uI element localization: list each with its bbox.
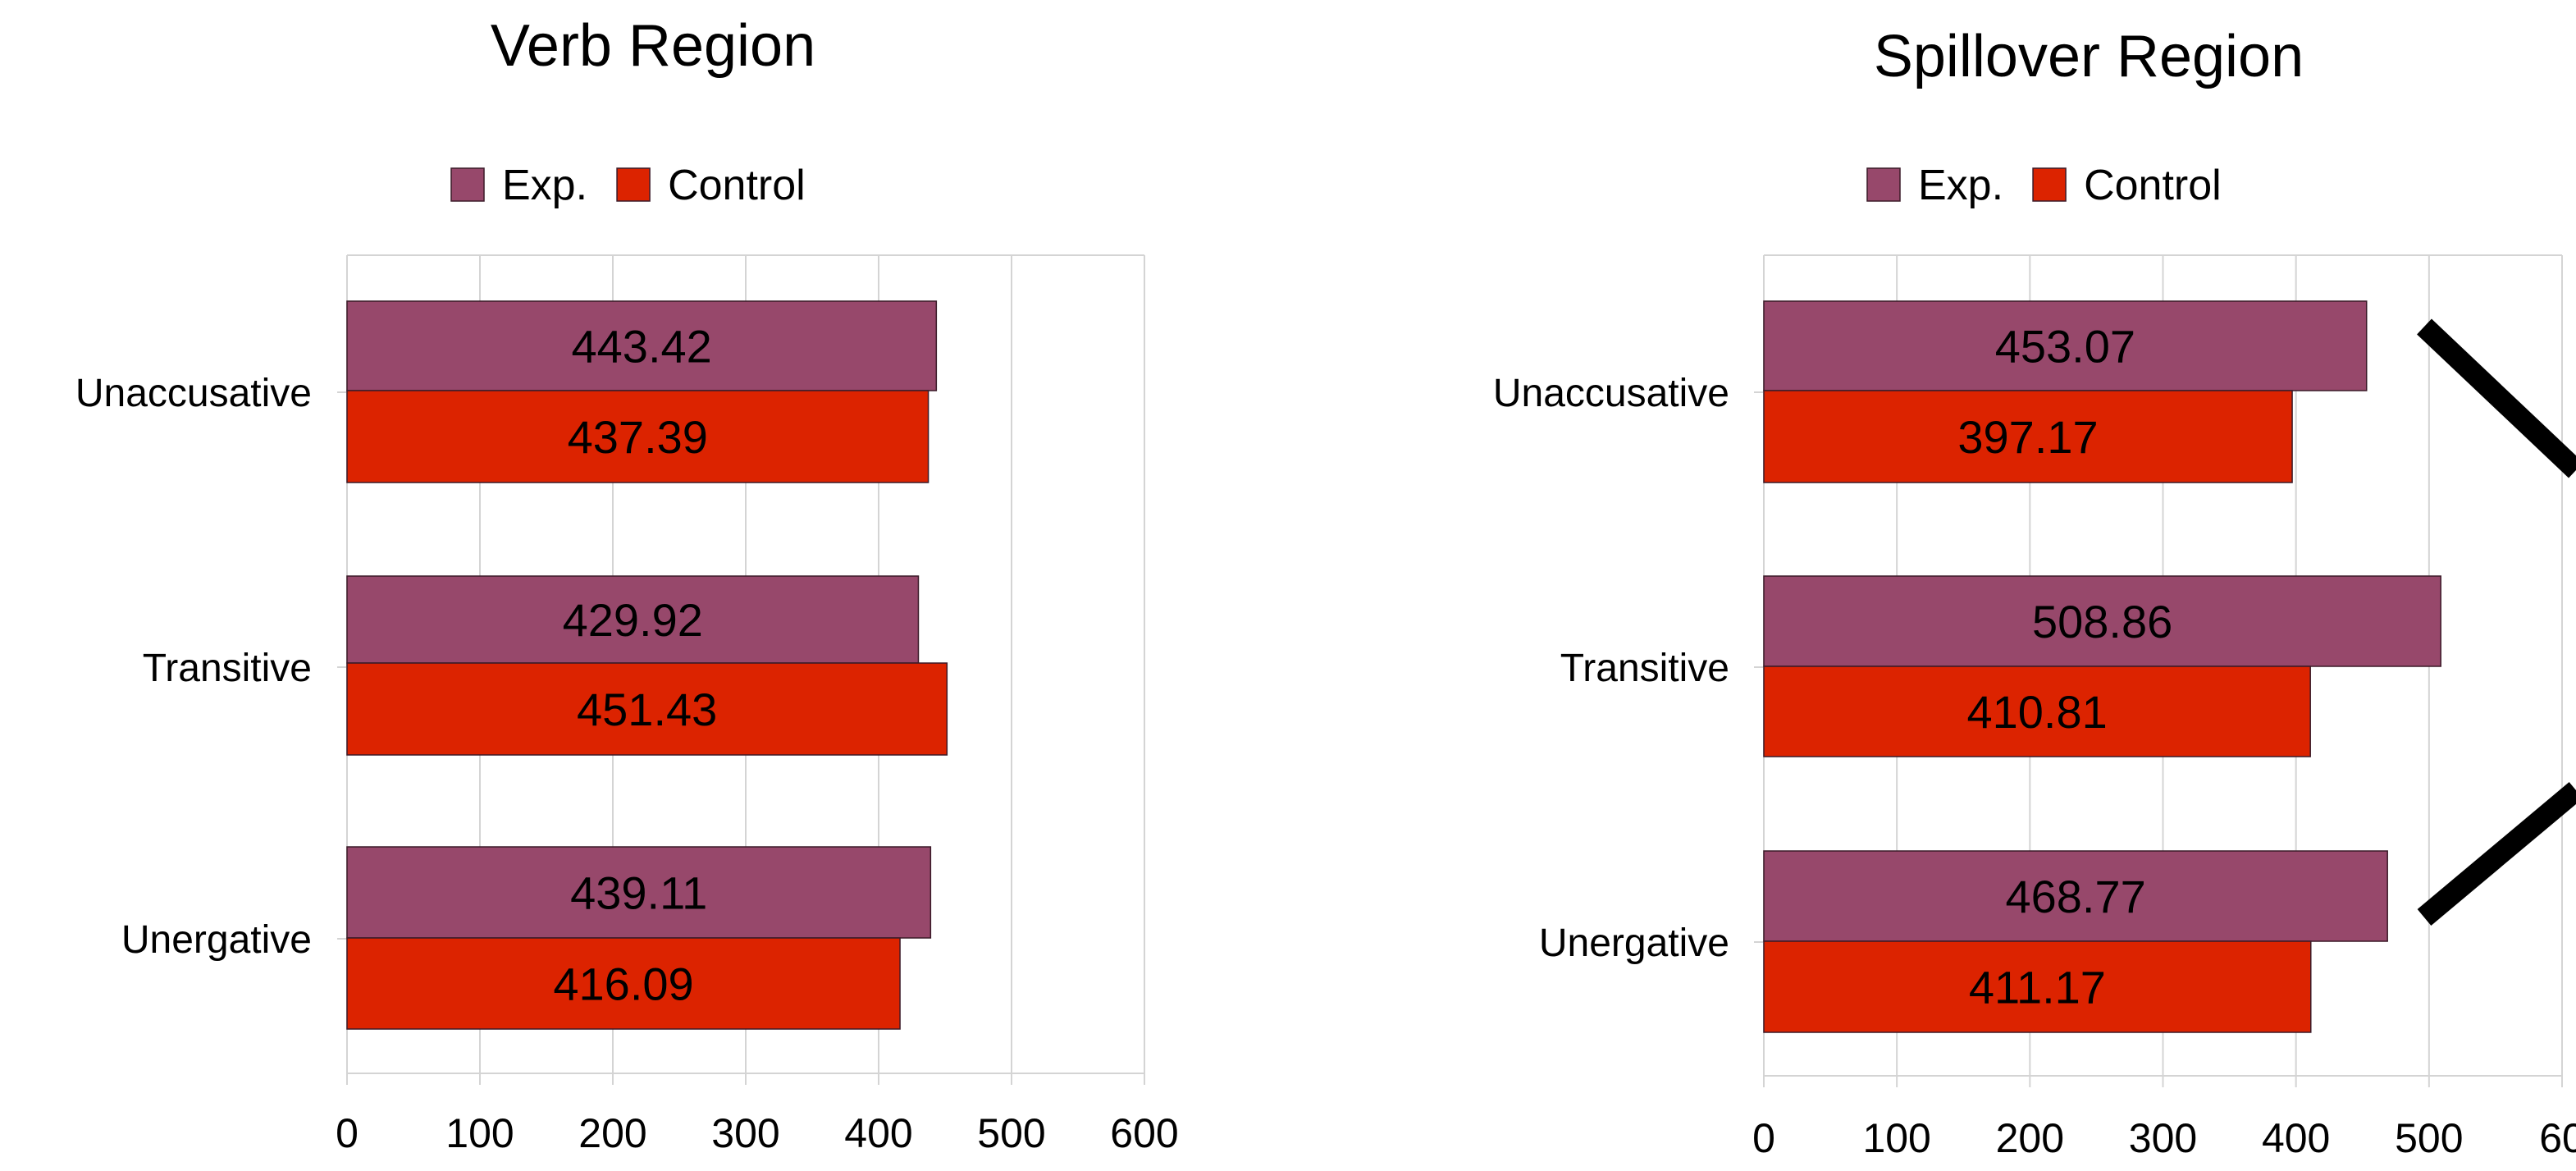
chart-2-x-tick-label: 100 — [1862, 1115, 1930, 1161]
chart-1-x-tick-label: 600 — [1110, 1110, 1178, 1156]
chart-2-bar-exp-unaccusative — [1763, 300, 2368, 391]
chart-2-legend-swatch-control — [2032, 167, 2067, 202]
chart-1-legend-swatch-control — [616, 167, 651, 202]
chart-1-bar-control-transitive — [346, 662, 948, 756]
chart-2-x-tick-label: 60 — [2539, 1115, 2576, 1161]
chart-2-x-tick-label: 300 — [2129, 1115, 2197, 1161]
chart-1-title: Verb Region — [491, 13, 815, 79]
annotation-stroke-lower — [2417, 782, 2576, 926]
chart-1-data-label: 451.43 — [577, 684, 717, 735]
chart-1-bar-control-unaccusative — [346, 390, 929, 483]
chart-2-data-label: 411.17 — [1969, 962, 2106, 1013]
chart-2-bar-control-transitive — [1763, 666, 2311, 757]
chart-1-category-label: Transitive — [143, 647, 312, 690]
chart-1-x-tick-label: 500 — [977, 1110, 1045, 1156]
chart-1-category-label: Unergative — [121, 918, 312, 962]
chart-2-bar-control-unaccusative — [1763, 390, 2293, 483]
chart-2-legend-label-control: Control — [2084, 162, 2222, 209]
chart-2-title: Spillover Region — [1874, 24, 2304, 89]
chart-1-legend-swatch-exp — [450, 167, 485, 202]
chart-1-x-tick-label: 200 — [578, 1110, 646, 1156]
chart-2-legend-label-exp: Exp. — [1918, 162, 2003, 209]
chart-1-bar-control-unergative — [346, 937, 901, 1030]
chart-1-data-label: 439.11 — [570, 867, 707, 919]
chart-1-bar-exp-unaccusative — [346, 300, 938, 391]
chart-2-x-tick-label: 0 — [1752, 1115, 1775, 1161]
chart-2-bar-control-unergative — [1763, 940, 2312, 1033]
chart-2-data-label: 453.07 — [1995, 321, 2135, 373]
chart-1-x-tick-label: 400 — [844, 1110, 912, 1156]
chart-2-x-tick-label: 200 — [1996, 1115, 2064, 1161]
chart-2-data-label: 468.77 — [2005, 871, 2145, 922]
chart-1-data-label: 429.92 — [563, 594, 703, 646]
chart-2-data-label: 397.17 — [1957, 411, 2098, 463]
chart-1-category-label: Unaccusative — [75, 372, 312, 415]
chart-2-bar-exp-transitive — [1763, 575, 2441, 667]
chart-1-x-tick-label: 0 — [336, 1110, 359, 1156]
chart-2-x-tick-label: 400 — [2262, 1115, 2330, 1161]
chart-2-data-label: 410.81 — [1966, 686, 2107, 738]
chart-2-data-label: 508.86 — [2032, 596, 2172, 647]
chart-2-category-label: Unaccusative — [1493, 372, 1729, 415]
chart-2-category-label: Transitive — [1560, 647, 1729, 690]
chart-2-category-label: Unergative — [1539, 922, 1729, 965]
annotation-stroke-upper — [2417, 318, 2576, 478]
chart-2-bar-exp-unergative — [1763, 850, 2388, 942]
chart-1-data-label: 416.09 — [553, 958, 693, 1010]
chart-2-x-tick-label: 500 — [2395, 1115, 2463, 1161]
chart-1-bar-exp-transitive — [346, 575, 920, 664]
chart-1-bar-exp-unergative — [346, 846, 932, 939]
chart-1-legend-label-exp: Exp. — [502, 162, 587, 209]
chart-1-data-label: 437.39 — [568, 411, 708, 463]
chart-1-legend-label-control: Control — [668, 162, 806, 209]
chart-2-legend-swatch-exp — [1866, 167, 1901, 202]
chart-1-data-label: 443.42 — [572, 321, 712, 373]
chart-1-x-tick-label: 300 — [711, 1110, 779, 1156]
chart-1-x-tick-label: 100 — [445, 1110, 514, 1156]
